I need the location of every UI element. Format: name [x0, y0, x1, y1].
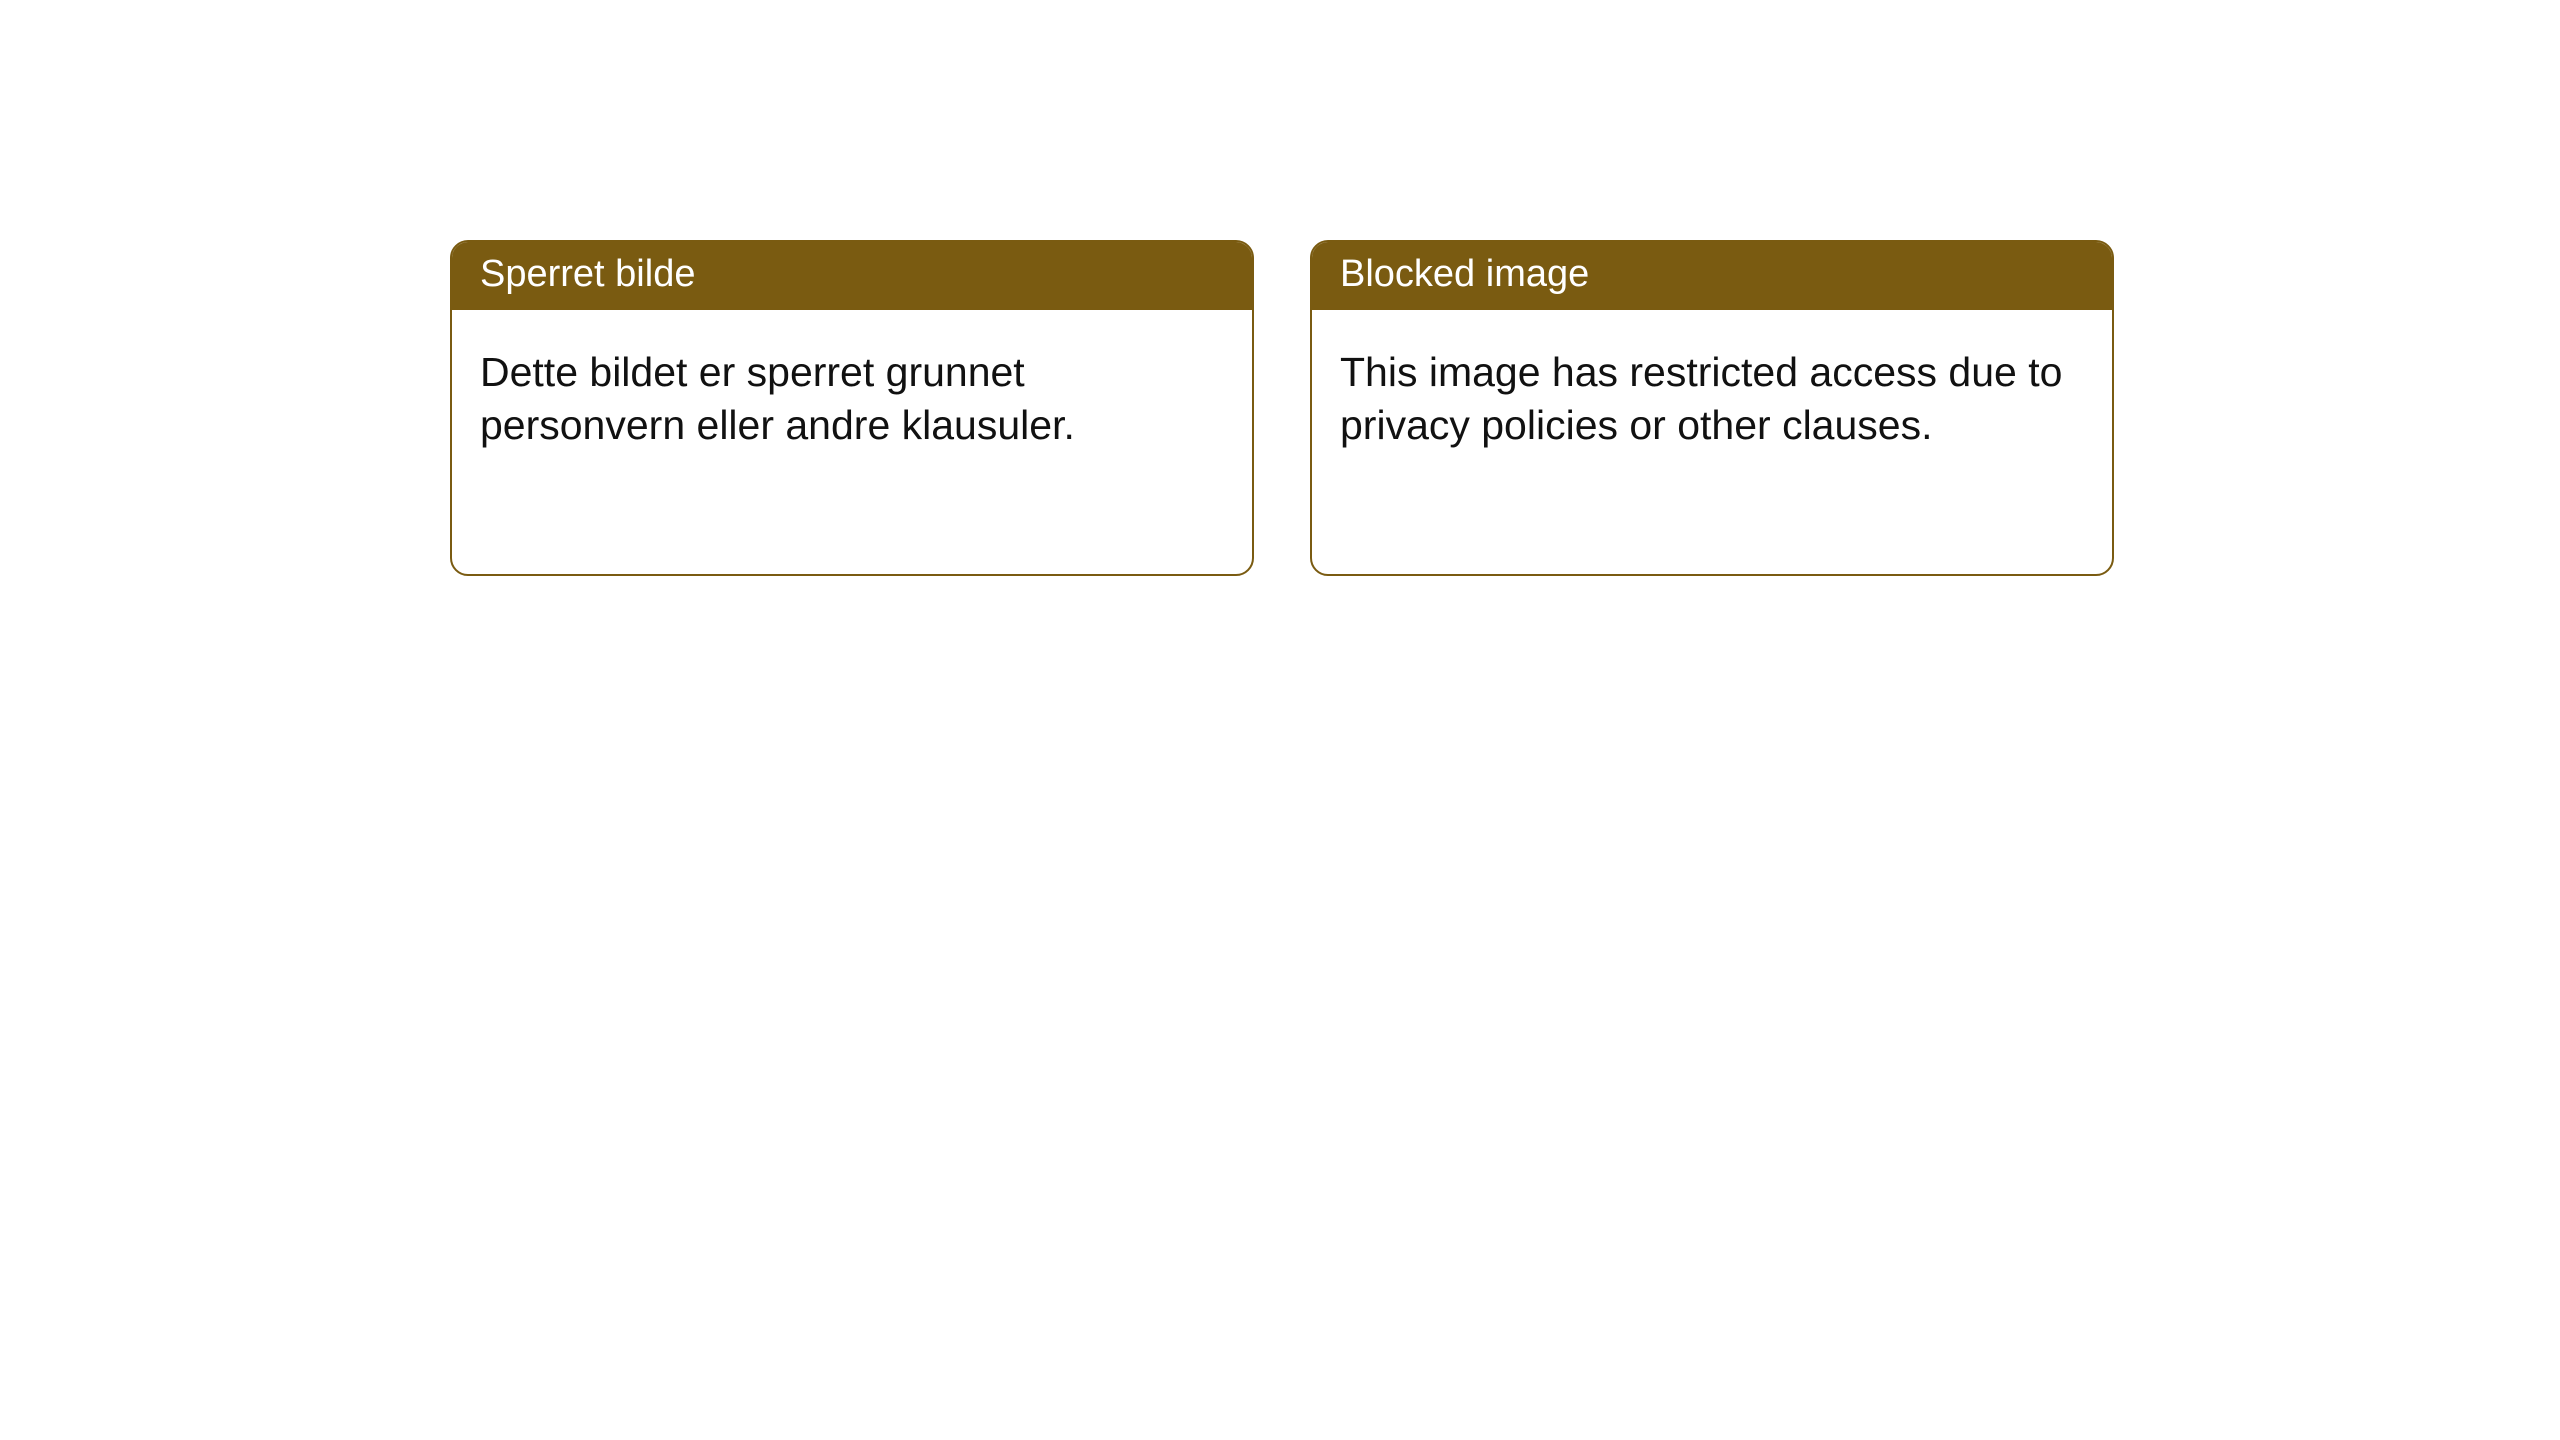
notice-card-norwegian: Sperret bilde Dette bildet er sperret gr…	[450, 240, 1254, 576]
notice-title-norwegian: Sperret bilde	[452, 242, 1252, 310]
notice-body-english: This image has restricted access due to …	[1312, 310, 2112, 489]
notice-body-norwegian: Dette bildet er sperret grunnet personve…	[452, 310, 1252, 489]
notice-card-english: Blocked image This image has restricted …	[1310, 240, 2114, 576]
notice-container: Sperret bilde Dette bildet er sperret gr…	[0, 0, 2560, 576]
notice-title-english: Blocked image	[1312, 242, 2112, 310]
